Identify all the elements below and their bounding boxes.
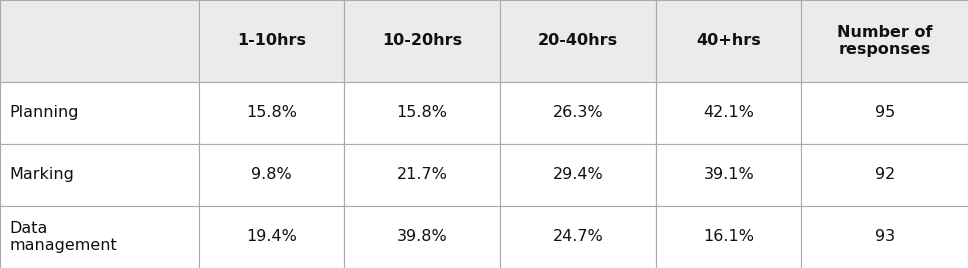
Bar [802,82,968,144]
Bar [656,0,802,82]
Bar [199,206,345,268]
Bar [500,206,656,268]
Bar [500,0,656,82]
Text: 29.4%: 29.4% [553,168,603,183]
Text: 92: 92 [874,168,894,183]
Text: Number of
responses: Number of responses [837,25,932,57]
Bar [0,82,199,144]
Text: 39.1%: 39.1% [704,168,754,183]
Bar [500,82,656,144]
Bar [802,0,968,82]
Text: 39.8%: 39.8% [397,229,447,244]
Text: 10-20hrs: 10-20hrs [382,34,462,49]
Bar [199,0,345,82]
Text: Planning: Planning [10,106,79,120]
Text: 15.8%: 15.8% [246,106,297,120]
Bar [0,206,199,268]
Bar [345,144,500,206]
Text: 24.7%: 24.7% [553,229,603,244]
Text: 42.1%: 42.1% [703,106,754,120]
Text: 1-10hrs: 1-10hrs [237,34,306,49]
Bar [199,82,345,144]
Bar [345,206,500,268]
Text: 95: 95 [874,106,894,120]
Bar [0,0,199,82]
Bar [656,206,802,268]
Text: 16.1%: 16.1% [703,229,754,244]
Text: 40+hrs: 40+hrs [696,34,761,49]
Bar [345,0,500,82]
Text: 15.8%: 15.8% [397,106,447,120]
Text: 21.7%: 21.7% [397,168,447,183]
Bar [0,144,199,206]
Text: Marking: Marking [10,168,75,183]
Bar [199,144,345,206]
Text: 9.8%: 9.8% [252,168,292,183]
Text: 26.3%: 26.3% [553,106,603,120]
Text: 93: 93 [874,229,894,244]
Bar [656,82,802,144]
Bar [656,144,802,206]
Bar [802,206,968,268]
Text: Data
management: Data management [10,221,117,253]
Bar [345,82,500,144]
Text: 20-40hrs: 20-40hrs [538,34,619,49]
Text: 19.4%: 19.4% [246,229,297,244]
Bar [500,144,656,206]
Bar [802,144,968,206]
